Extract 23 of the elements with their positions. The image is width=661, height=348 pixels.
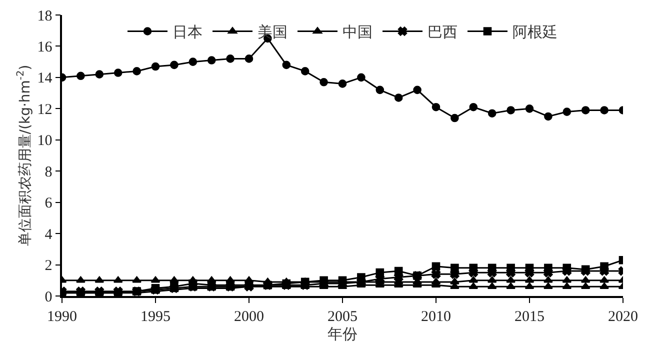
legend-label: 中国	[342, 23, 372, 42]
x-tick-label: 2015	[514, 308, 544, 325]
y-tick-label: 0	[44, 289, 52, 306]
y-tick-label: 10	[37, 133, 52, 150]
y-tick-label: 16	[37, 39, 53, 56]
y-tick-label: 2	[44, 258, 52, 274]
y-tick-label: 8	[44, 164, 52, 180]
x-tick-label: 2020	[608, 308, 638, 325]
legend-label: 日本	[172, 23, 202, 42]
x-tick-label: 1995	[140, 308, 170, 325]
x-tick-label: 2010	[421, 308, 451, 325]
y-tick-label: 14	[37, 70, 53, 87]
y-tick-label: 18	[37, 8, 52, 24]
y-tick-label: 12	[37, 102, 52, 118]
legend-label: 阿根廷	[512, 23, 558, 42]
x-tick-label: 2000	[234, 308, 264, 325]
y-tick-label: 4	[44, 226, 53, 243]
legend-label: 巴西	[428, 23, 458, 42]
legend-label: 美国	[258, 23, 288, 42]
x-axis-title: 年份	[328, 324, 358, 343]
x-tick-label: 1990	[47, 308, 77, 325]
x-tick-label: 2005	[328, 308, 358, 325]
y-tick-label: 6	[44, 196, 53, 212]
